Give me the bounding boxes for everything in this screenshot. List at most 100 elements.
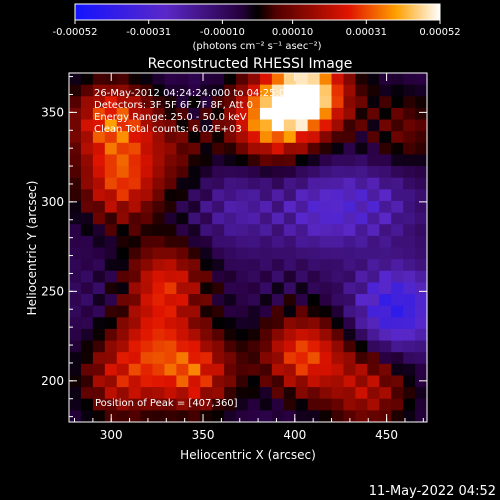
heatmap-cell (271, 317, 285, 330)
heatmap-cell (355, 177, 368, 190)
heatmap-cell (319, 107, 333, 121)
heatmap-cell (367, 73, 380, 86)
heatmap-cell (224, 107, 237, 121)
heatmap-cell (128, 247, 142, 260)
heatmap-cell (307, 154, 321, 167)
heatmap-cell (367, 142, 380, 156)
heatmap-cell (236, 317, 249, 330)
heatmap-cell (355, 247, 368, 260)
heatmap-cell (248, 375, 261, 388)
heatmap-cell (379, 142, 392, 156)
heatmap-cell (427, 131, 440, 143)
heatmap-cell (152, 73, 166, 86)
heatmap-cell (92, 387, 106, 400)
heatmap-cell (164, 282, 177, 295)
heatmap-cell (295, 352, 309, 365)
heatmap-cell (80, 154, 94, 167)
heatmap-cell (319, 177, 333, 190)
heatmap-cell (271, 282, 285, 295)
heatmap-cell (236, 387, 249, 400)
heatmap-cell (295, 73, 309, 86)
heatmap-cell (427, 329, 440, 341)
heatmap-cell (331, 166, 345, 179)
heatmap-cell (319, 305, 333, 318)
heatmap-cell (307, 410, 321, 422)
heatmap-cell (331, 212, 345, 225)
heatmap-cell (343, 84, 356, 97)
heatmap-cell (128, 410, 142, 422)
heatmap-cell (69, 189, 82, 202)
x-tick-label: 400 (283, 428, 306, 442)
heatmap-cell (331, 410, 345, 422)
heatmap-cell (116, 131, 130, 144)
heatmap-cell (391, 282, 404, 295)
heatmap-cell (355, 328, 368, 342)
heatmap-cell (236, 282, 249, 295)
heatmap-cell (164, 259, 177, 272)
heatmap-cell (355, 224, 368, 237)
heatmap-cell (283, 328, 297, 342)
heatmap-cell (355, 200, 368, 214)
heatmap-cell (319, 328, 333, 342)
heatmap-cell (295, 340, 309, 353)
heatmap-cell (140, 294, 154, 307)
heatmap-cell (200, 328, 213, 342)
heatmap-cell (367, 200, 380, 214)
heatmap-cell (104, 200, 118, 214)
heatmap-cell (415, 282, 427, 295)
heatmap-cell (164, 387, 177, 400)
heatmap-cell (259, 73, 273, 86)
heatmap-cell (69, 177, 82, 190)
heatmap-cell (188, 189, 201, 202)
heatmap-cell (128, 235, 142, 249)
heatmap-cell (391, 410, 404, 422)
heatmap-cell (307, 387, 321, 400)
heatmap-cell (271, 352, 285, 365)
heatmap-cell (140, 154, 154, 167)
heatmap-cell (343, 398, 356, 411)
heatmap-cell (140, 247, 154, 260)
heatmap-cell (367, 84, 380, 97)
heatmap-cell (319, 200, 333, 214)
heatmap-cell (212, 200, 225, 214)
heatmap-cell (415, 119, 427, 132)
heatmap-cell (152, 375, 166, 388)
heatmap-cell (80, 224, 94, 237)
heatmap-cell (224, 398, 237, 411)
heatmap-cell (200, 73, 213, 86)
colorbar-tick-label: 0.00031 (346, 27, 387, 38)
heatmap-cell (415, 340, 427, 353)
heatmap-cell (259, 282, 273, 295)
heatmap-cell (140, 282, 154, 295)
heatmap-cell (295, 387, 309, 400)
heatmap-cell (116, 247, 130, 260)
heatmap-cell (248, 317, 261, 330)
heatmap-cell (427, 154, 440, 166)
heatmap-cell (403, 398, 416, 411)
heatmap-cell (248, 177, 261, 190)
heatmap-cell (116, 189, 130, 202)
heatmap-cell (128, 352, 142, 365)
heatmap-cell (379, 328, 392, 342)
annotation-detectors: Detectors: 3F 5F 6F 7F 8F, Att 0 (94, 100, 253, 111)
heatmap-cell (283, 107, 297, 121)
heatmap-cell (69, 224, 82, 237)
heatmap-cell (176, 73, 189, 86)
heatmap-cell (295, 142, 309, 156)
heatmap-cell (415, 154, 427, 167)
heatmap-cell (69, 387, 82, 400)
heatmap-cell (92, 84, 106, 97)
heatmap-cell (295, 224, 309, 237)
heatmap-cell (80, 282, 94, 295)
heatmap-cell (188, 294, 201, 307)
heatmap-cell (415, 84, 427, 97)
heatmap-cell (69, 363, 82, 377)
heatmap-cell (295, 270, 309, 283)
heatmap-cell (248, 340, 261, 353)
heatmap-cell (116, 177, 130, 190)
heatmap-cell (415, 294, 427, 307)
heatmap-cell (355, 259, 368, 272)
heatmap-cell (331, 387, 345, 400)
heatmap-cell (116, 352, 130, 365)
heatmap-cell (92, 410, 106, 422)
